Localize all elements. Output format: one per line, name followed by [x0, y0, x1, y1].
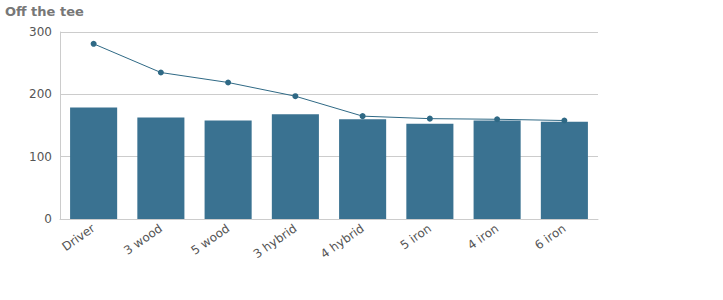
svg-text:Off the tee: Off the tee	[5, 4, 84, 19]
svg-text:Driver: Driver	[59, 221, 97, 254]
svg-text:0: 0	[44, 212, 52, 226]
svg-text:3 wood: 3 wood	[121, 221, 165, 257]
svg-text:6 iron: 6 iron	[532, 221, 568, 252]
svg-text:4 hybrid: 4 hybrid	[318, 221, 367, 261]
svg-text:5 wood: 5 wood	[188, 221, 232, 257]
svg-text:100: 100	[29, 150, 52, 164]
svg-text:4 iron: 4 iron	[465, 221, 501, 252]
svg-text:3 hybrid: 3 hybrid	[251, 221, 300, 261]
svg-text:200: 200	[29, 87, 52, 101]
svg-text:300: 300	[29, 25, 52, 39]
svg-text:5 iron: 5 iron	[398, 221, 434, 252]
